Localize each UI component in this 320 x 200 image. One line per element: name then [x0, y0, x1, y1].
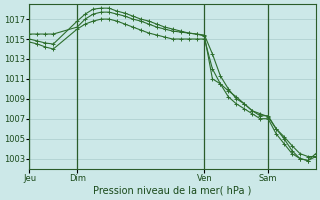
X-axis label: Pression niveau de la mer( hPa ): Pression niveau de la mer( hPa ) [93, 186, 252, 196]
